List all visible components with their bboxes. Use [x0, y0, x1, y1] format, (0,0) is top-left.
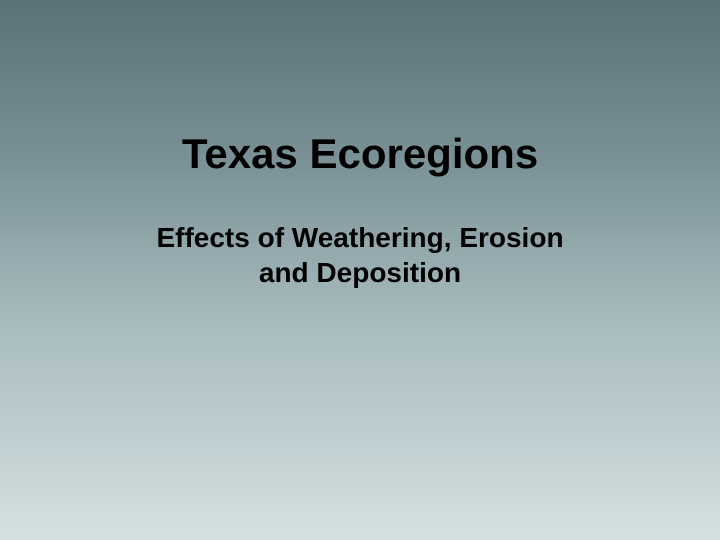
- subtitle-line-1: Effects of Weathering, Erosion: [156, 222, 563, 253]
- slide-container: Texas Ecoregions Effects of Weathering, …: [0, 0, 720, 540]
- slide-subtitle: Effects of Weathering, Erosion and Depos…: [156, 220, 563, 290]
- slide-title: Texas Ecoregions: [182, 130, 538, 178]
- subtitle-line-2: and Deposition: [259, 257, 461, 288]
